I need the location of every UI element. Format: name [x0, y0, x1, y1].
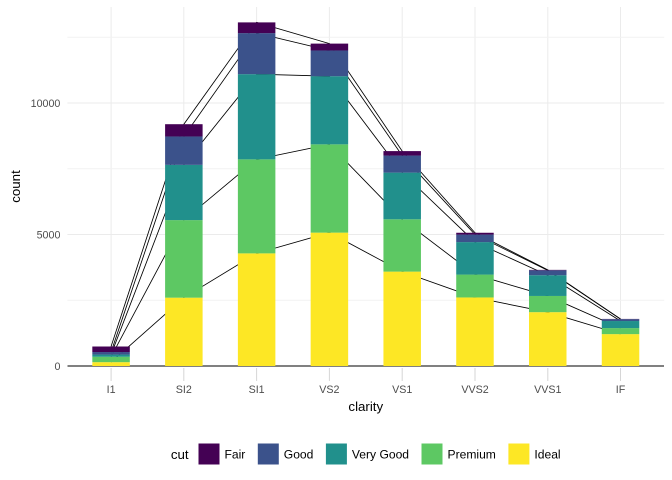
svg-text:10000: 10000	[31, 98, 61, 110]
svg-text:Good: Good	[284, 448, 314, 462]
svg-text:VVS1: VVS1	[534, 384, 561, 396]
svg-text:Very Good: Very Good	[352, 448, 409, 462]
svg-text:VS1: VS1	[392, 384, 412, 396]
svg-text:SI1: SI1	[249, 384, 265, 396]
svg-text:count: count	[8, 170, 23, 203]
svg-text:clarity: clarity	[348, 399, 383, 414]
svg-text:Ideal: Ideal	[534, 448, 560, 462]
svg-text:I1: I1	[107, 384, 116, 396]
svg-text:5000: 5000	[37, 230, 61, 242]
svg-text:Premium: Premium	[448, 448, 496, 462]
svg-text:VS2: VS2	[319, 384, 339, 396]
svg-text:SI2: SI2	[176, 384, 192, 396]
svg-text:0: 0	[54, 361, 60, 373]
svg-text:VVS2: VVS2	[461, 384, 488, 396]
svg-text:Fair: Fair	[225, 448, 246, 462]
svg-text:IF: IF	[616, 384, 626, 396]
svg-text:cut: cut	[171, 447, 189, 462]
